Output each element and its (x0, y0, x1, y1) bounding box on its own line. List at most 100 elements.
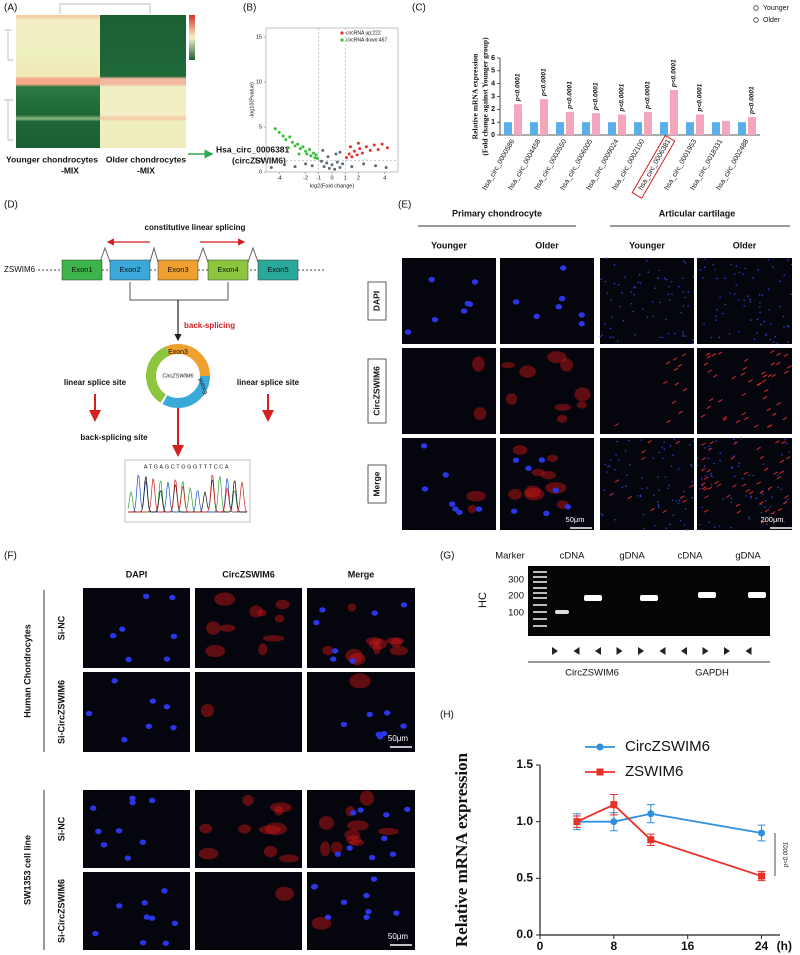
point (345, 156, 349, 160)
signal (359, 790, 374, 806)
exons: Exon1 Exon2 Exon3 Exon4 Exon5 (61, 259, 299, 281)
lane-label: gDNA (735, 551, 761, 562)
bar (748, 117, 756, 135)
signal (748, 379, 753, 383)
signal (770, 362, 776, 366)
point (314, 153, 318, 157)
signal (501, 362, 515, 369)
signal (614, 479, 620, 483)
micrograph (83, 872, 190, 950)
nucleus (729, 292, 731, 294)
nucleus (701, 506, 704, 509)
nucleus (783, 326, 785, 328)
primer-arrow (745, 647, 752, 655)
signal (560, 358, 573, 372)
nucleus (658, 451, 661, 454)
signal (704, 476, 709, 480)
micrograph (402, 348, 496, 434)
nucleus (170, 724, 177, 731)
nucleus (749, 300, 752, 303)
nucleus (786, 498, 789, 501)
y-tick-label: 15 (256, 34, 262, 40)
nucleus (761, 294, 764, 297)
column-label: Younger (431, 240, 467, 250)
nucleus (730, 501, 733, 504)
signal (706, 469, 712, 473)
exon (257, 259, 299, 281)
ladder-band (533, 576, 547, 578)
signal (756, 382, 762, 386)
annotation: p<0.0001 (567, 81, 574, 110)
ladder-band (533, 625, 547, 627)
y-tick-label: 0.0 (516, 927, 533, 941)
nucleus (780, 488, 782, 491)
point (358, 147, 362, 151)
signal (666, 419, 671, 424)
nucleus (601, 334, 603, 337)
row-label: DAPI (371, 291, 381, 311)
nucleus (696, 464, 699, 467)
gene-label: CircZSWIM6 (565, 668, 619, 679)
nucleus (696, 257, 699, 260)
signal (311, 916, 332, 930)
signal (744, 416, 749, 421)
nucleus (692, 440, 695, 443)
nucleus (621, 486, 624, 488)
point (374, 164, 378, 168)
legend-marker (753, 17, 759, 23)
nucleus (714, 268, 717, 271)
bar (644, 111, 652, 135)
nucleus (630, 302, 633, 305)
signal (760, 520, 766, 524)
nucleus (324, 914, 332, 920)
signal (707, 486, 713, 490)
x-tick-label: 1 (344, 175, 347, 181)
y-tick-label: 2 (491, 106, 495, 113)
nucleus (653, 524, 656, 527)
signal (647, 440, 652, 444)
point (296, 142, 300, 146)
nucleus (710, 336, 713, 339)
y-tick-label: 1 (491, 119, 495, 126)
signal (733, 441, 738, 445)
panel-e: (E) Primary chondrocyte Articular cartil… (367, 200, 793, 531)
nucleus (663, 448, 666, 450)
signal (576, 401, 588, 409)
nucleus (787, 341, 789, 343)
nucleus (716, 309, 718, 311)
nucleus (672, 454, 674, 456)
signal (278, 854, 299, 863)
point (312, 151, 316, 155)
bar (660, 122, 668, 135)
signal (773, 471, 778, 475)
point (350, 165, 354, 169)
signal (519, 365, 536, 378)
nucleus (750, 495, 753, 498)
point (319, 159, 323, 163)
nucleus (782, 315, 785, 318)
nucleus (756, 318, 759, 320)
annotation: p<0.0001 (515, 73, 522, 102)
exon-label: Exon5 (267, 265, 288, 274)
point (352, 149, 356, 153)
row-label: Si-NC (56, 615, 66, 640)
signal (776, 476, 782, 480)
signal (365, 637, 383, 645)
nucleus (738, 462, 741, 465)
nucleus (756, 332, 758, 334)
circ-rna: CircZSWIM6 Exon3 Exon4 (146, 344, 210, 408)
nucleus (139, 939, 147, 946)
signal (347, 603, 357, 612)
nucleus (784, 438, 786, 440)
nucleus (141, 900, 148, 906)
y-axis-label: (Fold change against Younger group) (481, 37, 490, 156)
y-tick-label: 10 (256, 79, 262, 85)
nucleus (745, 495, 747, 497)
nucleus (161, 888, 168, 894)
signal (764, 508, 770, 513)
micrograph (402, 438, 496, 530)
point (333, 167, 337, 171)
nucleus (420, 443, 428, 449)
point (297, 152, 301, 156)
signal (320, 841, 331, 857)
